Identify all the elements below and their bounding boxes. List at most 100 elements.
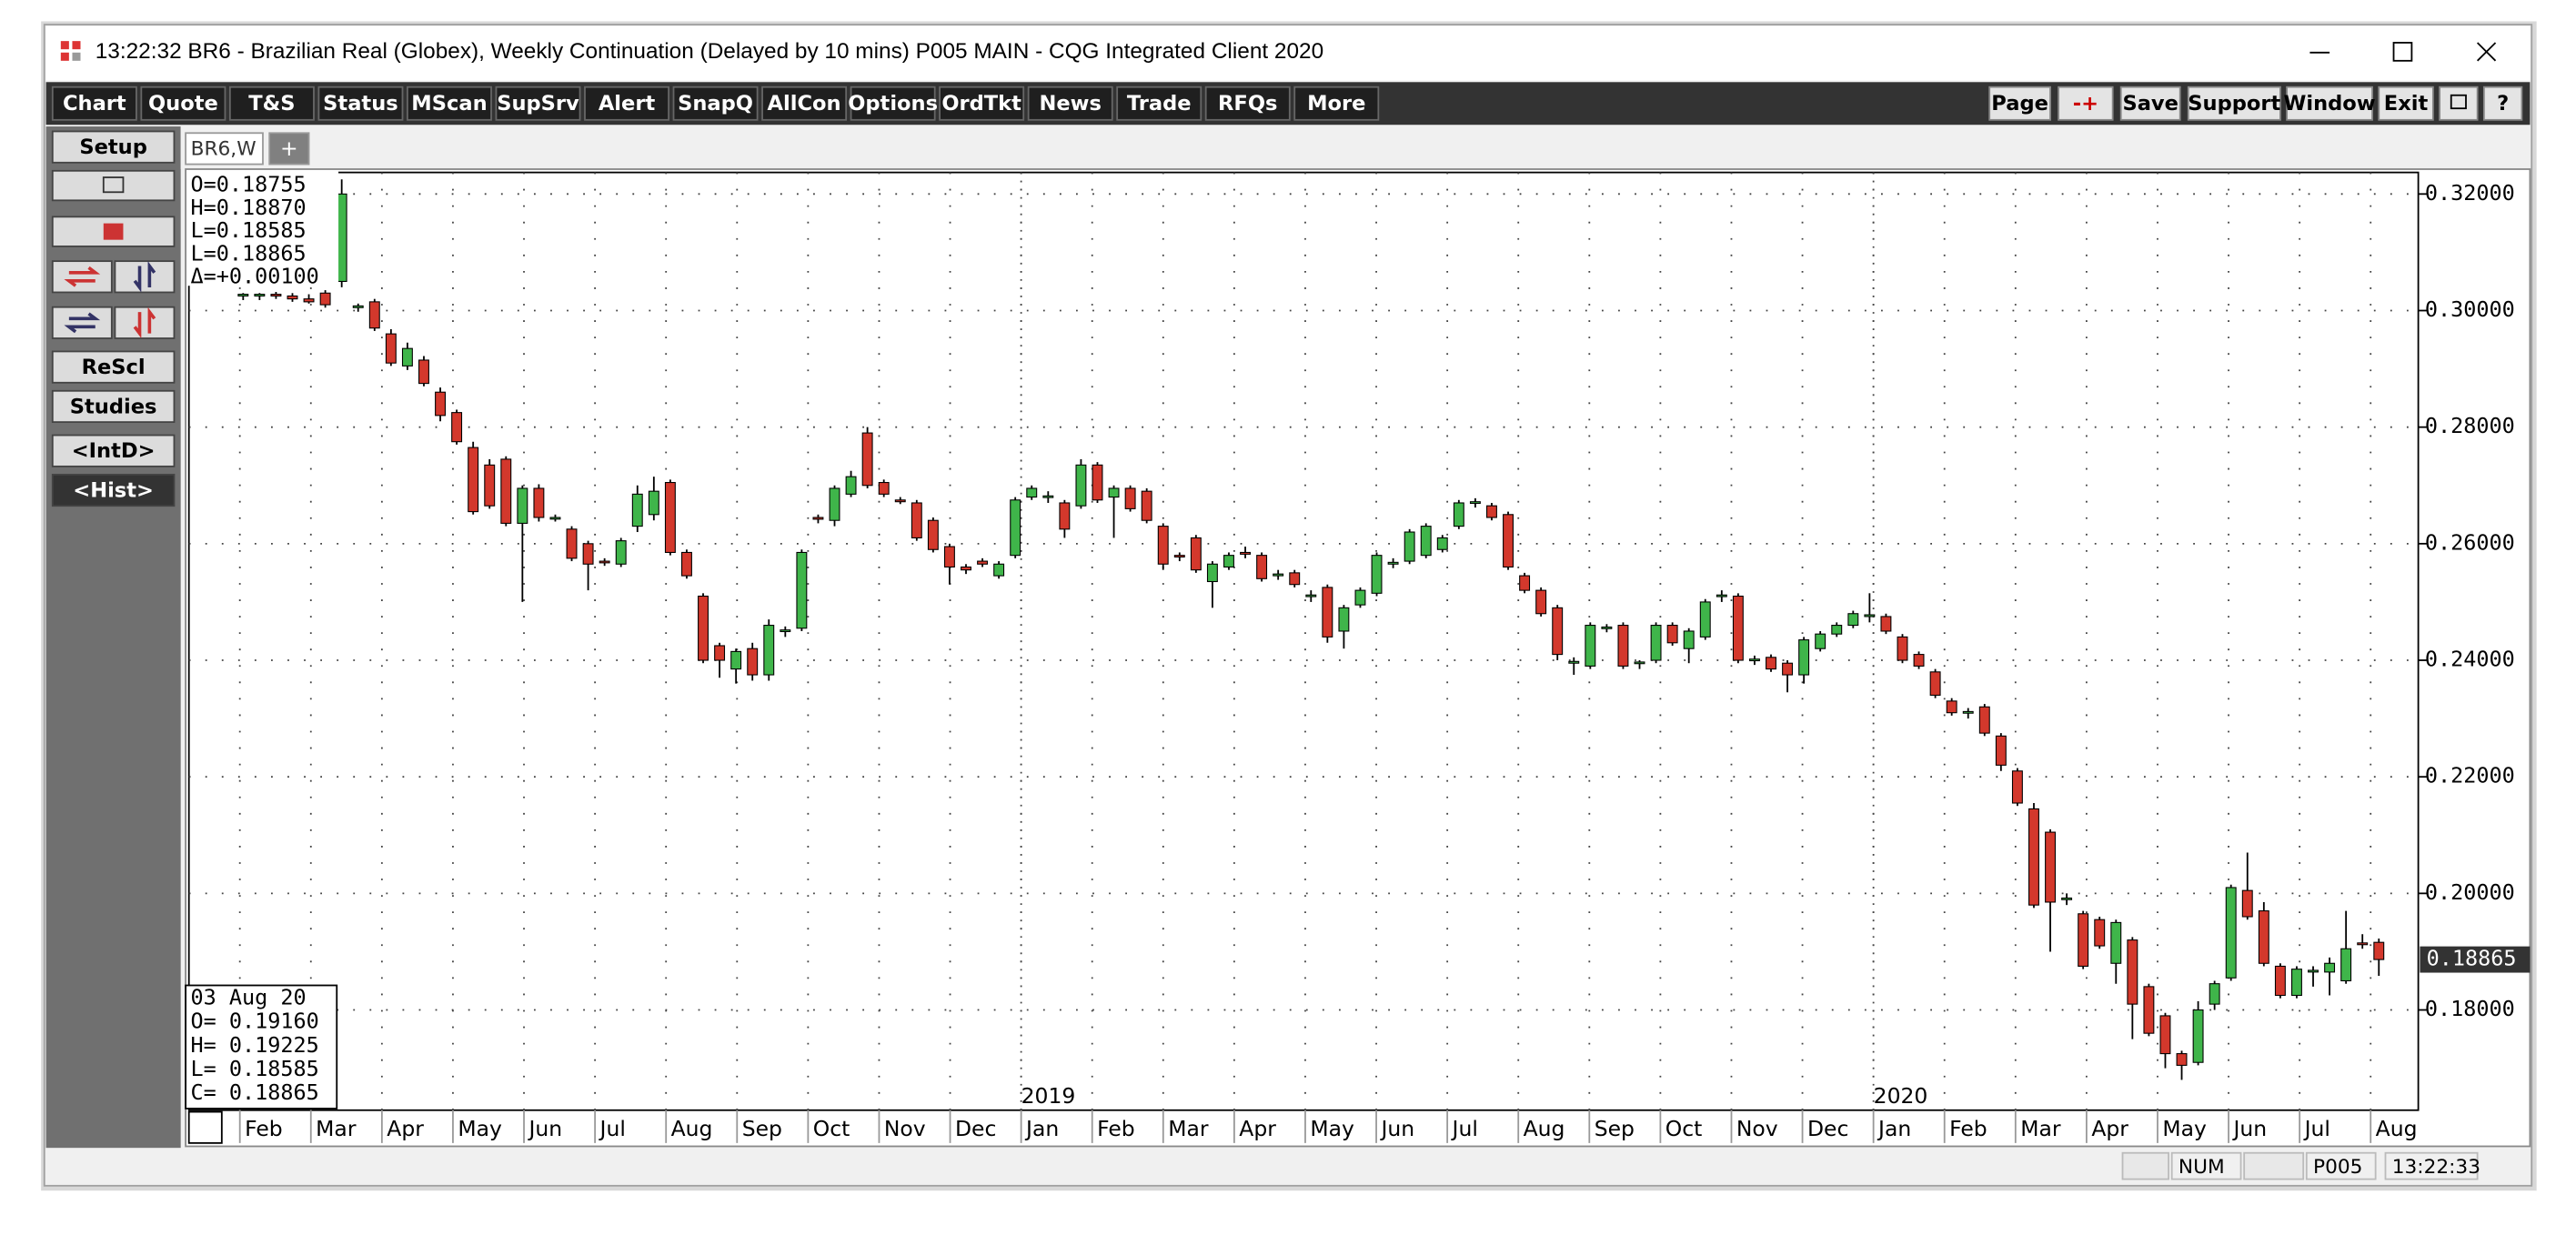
tab-label[interactable]: BR6,W: [191, 137, 257, 160]
candle-body: [680, 551, 692, 577]
candle-body: [385, 333, 397, 364]
sidebar-button-label[interactable]: Setup: [79, 136, 147, 159]
x-tick-label: Jun: [527, 1116, 562, 1141]
toolbar-button-label[interactable]: -+: [2073, 92, 2098, 115]
candle-body: [368, 301, 380, 329]
toolbar-button-label[interactable]: Exit: [2384, 92, 2429, 115]
tab-label[interactable]: +: [280, 136, 298, 161]
sidebar-button[interactable]: [51, 130, 176, 164]
x-tick-label: Jun: [1379, 1116, 1414, 1141]
toolbar-button-label[interactable]: AllCon: [768, 92, 841, 115]
toolbar-button-label[interactable]: ?: [2497, 92, 2509, 115]
toolbar-button-label[interactable]: News: [1039, 92, 1101, 115]
sidebar-button[interactable]: [114, 306, 176, 339]
candle-body: [1831, 625, 1843, 635]
sidebar-button[interactable]: [51, 350, 176, 384]
toolbar-button[interactable]: [584, 85, 669, 121]
sidebar-button[interactable]: [51, 434, 176, 467]
x-tick-label: Dec: [1807, 1116, 1848, 1141]
toolbar-button[interactable]: [1116, 85, 1202, 121]
toolbar-button[interactable]: [2482, 85, 2523, 121]
sidebar-button-label[interactable]: <IntD>: [72, 439, 156, 463]
year-label: 2019: [1021, 1083, 1076, 1109]
toolbar-button-label[interactable]: Status: [323, 92, 398, 115]
toolbar-button-label[interactable]: RFQs: [1218, 92, 1277, 115]
sidebar-button-label[interactable]: ReScl: [82, 356, 146, 379]
candle-body: [878, 482, 890, 495]
candle-body: [911, 502, 922, 538]
toolbar-button-label[interactable]: More: [1307, 92, 1365, 115]
toolbar-button-label[interactable]: Save: [2122, 92, 2179, 115]
last-price-box: [2420, 946, 2531, 973]
toolbar-button[interactable]: [407, 85, 492, 121]
toolbar-button[interactable]: [51, 85, 137, 121]
toolbar-button-label[interactable]: MScan: [411, 92, 487, 115]
toolbar-button-label[interactable]: Support: [2188, 92, 2280, 115]
toolbar-button[interactable]: [850, 85, 936, 121]
x-tick-label: Dec: [955, 1116, 996, 1141]
toolbar-button-label[interactable]: Window: [2283, 92, 2375, 115]
candle-body: [1469, 501, 1481, 505]
arrow-icon: [133, 261, 156, 293]
toolbar-button-label[interactable]: Alert: [599, 92, 656, 115]
candle-body: [566, 528, 578, 559]
toolbar-button[interactable]: [1293, 85, 1380, 121]
candle-body: [2324, 962, 2336, 973]
candle-body: [237, 294, 249, 297]
sidebar-button[interactable]: [114, 260, 176, 294]
sidebar-button[interactable]: [51, 169, 176, 202]
restore-button[interactable]: [2439, 85, 2479, 121]
maximize-button[interactable]: [2392, 42, 2413, 62]
candle-body: [1864, 614, 1876, 618]
toolbar-button[interactable]: [317, 85, 404, 121]
toolbar-button[interactable]: [228, 85, 315, 121]
toolbar-button[interactable]: [2119, 85, 2181, 121]
candle-body: [977, 560, 989, 565]
candle-body: [2110, 921, 2122, 964]
toolbar-button-label[interactable]: OrdTkt: [941, 92, 1021, 115]
toolbar-button[interactable]: [2286, 85, 2373, 121]
toolbar-button[interactable]: [1204, 85, 1291, 121]
candle-body: [599, 560, 610, 564]
close-button[interactable]: [2476, 42, 2497, 62]
x-tick-label: Aug: [671, 1116, 713, 1141]
tab[interactable]: [185, 132, 264, 166]
sidebar-button[interactable]: [51, 260, 113, 294]
toolbar-button-label[interactable]: Trade: [1127, 92, 1192, 115]
toolbar-button-label[interactable]: T&S: [248, 92, 295, 115]
toolbar-button[interactable]: [1988, 85, 2051, 121]
info-value: L= 0.18585: [191, 1056, 319, 1081]
toolbar-button[interactable]: [495, 85, 581, 121]
sidebar-button-label[interactable]: <Hist>: [73, 478, 154, 502]
toolbar-button[interactable]: [140, 85, 226, 121]
toolbar-button[interactable]: [1027, 85, 1113, 121]
toolbar-button[interactable]: [2187, 85, 2281, 121]
toolbar-button-label[interactable]: SupSrv: [497, 92, 579, 115]
y-tick-label: 0.26000: [2425, 529, 2515, 555]
candle-body: [1766, 657, 1776, 670]
candle-body: [1748, 658, 1760, 662]
toolbar-button[interactable]: [672, 85, 759, 121]
tab[interactable]: [268, 132, 310, 166]
sidebar-button[interactable]: [51, 389, 176, 424]
toolbar-button-label[interactable]: Options: [848, 92, 938, 115]
candle-body: [484, 464, 496, 507]
sidebar-button[interactable]: [51, 306, 113, 339]
toolbar-button[interactable]: [939, 85, 1025, 121]
sidebar-button-label[interactable]: Studies: [70, 395, 157, 418]
toolbar-button[interactable]: [2058, 85, 2114, 121]
toolbar-button-label[interactable]: SnapQ: [678, 92, 753, 115]
toolbar-button-label[interactable]: Chart: [63, 92, 126, 115]
toolbar-button-label[interactable]: Page: [1991, 92, 2048, 115]
toolbar-button-label[interactable]: Quote: [148, 92, 218, 115]
sidebar-button[interactable]: [51, 473, 176, 507]
toolbar-button[interactable]: [2378, 85, 2434, 121]
x-tick-label: Apr: [1239, 1116, 1276, 1141]
candle-body: [1157, 526, 1169, 565]
toolbar-button[interactable]: [761, 85, 848, 121]
sidebar-buttons: Setup ReScl Studies <IntD> <Hist>: [51, 130, 176, 507]
candle-body: [1436, 537, 1448, 550]
cursor-value: L=0.18865: [191, 240, 307, 266]
candle-body: [287, 295, 298, 300]
candle-body: [714, 645, 726, 661]
